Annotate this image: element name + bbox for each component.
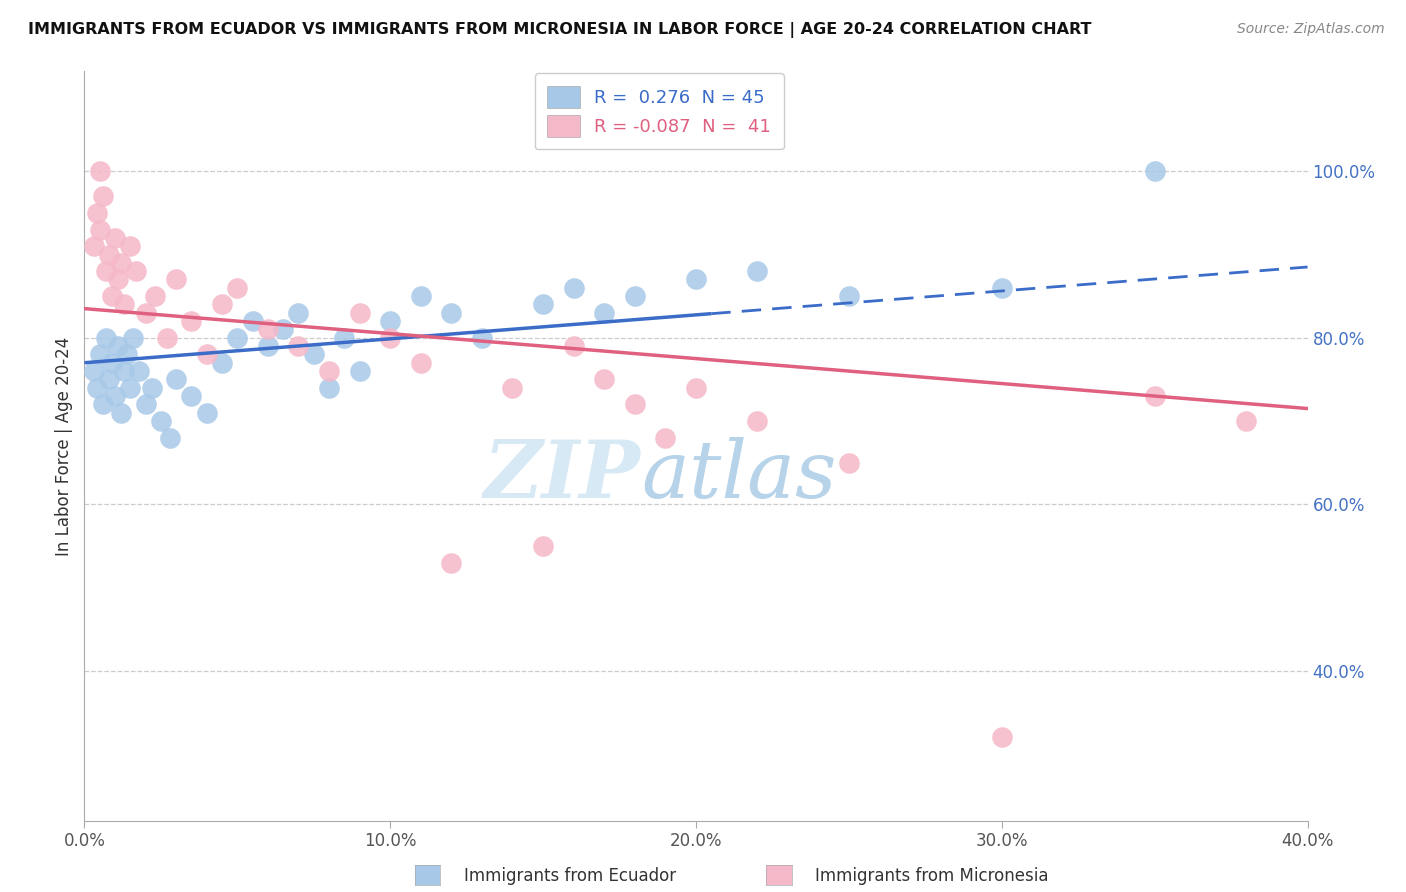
Point [593,306,616,320]
Point [747,264,769,278]
Point [101,289,124,303]
Point [531,297,554,311]
Point [562,339,585,353]
Point [115,347,138,361]
Point [333,331,356,345]
Legend: R =  0.276  N = 45, R = -0.087  N =  41: R = 0.276 N = 45, R = -0.087 N = 41 [534,73,783,150]
Point [211,297,233,311]
Point [89,222,111,236]
Point [104,389,127,403]
Point [318,381,340,395]
Point [89,347,111,361]
Point [159,431,181,445]
Point [94,331,117,345]
Point [165,372,187,386]
Point [89,164,111,178]
Point [110,256,132,270]
Point [120,239,142,253]
Point [107,339,129,353]
Point [91,189,114,203]
Point [1143,164,1166,178]
Point [838,289,860,303]
Point [101,356,124,370]
Point [287,339,309,353]
Point [83,364,105,378]
Point [409,289,432,303]
Point [94,264,117,278]
Point [1143,389,1166,403]
Text: Immigrants from Micronesia: Immigrants from Micronesia [815,867,1049,885]
Point [141,381,163,395]
Text: Immigrants from Ecuador: Immigrants from Ecuador [464,867,676,885]
Point [562,281,585,295]
Point [471,331,494,345]
Point [685,381,707,395]
Point [211,356,233,370]
Point [110,406,132,420]
Text: Source: ZipAtlas.com: Source: ZipAtlas.com [1237,22,1385,37]
Point [165,272,187,286]
Point [502,381,524,395]
Point [991,281,1014,295]
Point [135,306,157,320]
Point [991,731,1014,745]
Point [86,381,108,395]
Point [257,339,280,353]
Point [531,539,554,553]
Text: ZIP: ZIP [484,437,641,515]
Point [271,322,294,336]
Point [180,314,202,328]
Point [97,247,120,261]
Point [195,347,218,361]
Point [226,281,249,295]
Point [838,456,860,470]
Point [654,431,676,445]
Point [593,372,616,386]
Point [83,239,105,253]
Y-axis label: In Labor Force | Age 20-24: In Labor Force | Age 20-24 [55,336,73,556]
Point [349,364,371,378]
Text: IMMIGRANTS FROM ECUADOR VS IMMIGRANTS FROM MICRONESIA IN LABOR FORCE | AGE 20-24: IMMIGRANTS FROM ECUADOR VS IMMIGRANTS FR… [28,22,1091,38]
Point [86,206,108,220]
Point [180,389,202,403]
Point [1236,414,1258,428]
Point [380,314,402,328]
Point [440,306,463,320]
Point [747,414,769,428]
Point [380,331,402,345]
Point [318,364,340,378]
Text: atlas: atlas [641,437,837,515]
Point [112,297,135,311]
Point [112,364,135,378]
Point [125,264,148,278]
Point [685,272,707,286]
Point [302,347,325,361]
Point [128,364,150,378]
Point [195,406,218,420]
Point [97,372,120,386]
Point [107,272,129,286]
Point [120,381,142,395]
Point [143,289,166,303]
Point [156,331,179,345]
Point [349,306,371,320]
Point [440,556,463,570]
Point [257,322,280,336]
Point [624,289,647,303]
Point [122,331,145,345]
Point [226,331,249,345]
Point [287,306,309,320]
Point [242,314,264,328]
Point [624,397,647,411]
Point [149,414,172,428]
Point [104,231,127,245]
Point [409,356,432,370]
Point [91,397,114,411]
Point [135,397,157,411]
